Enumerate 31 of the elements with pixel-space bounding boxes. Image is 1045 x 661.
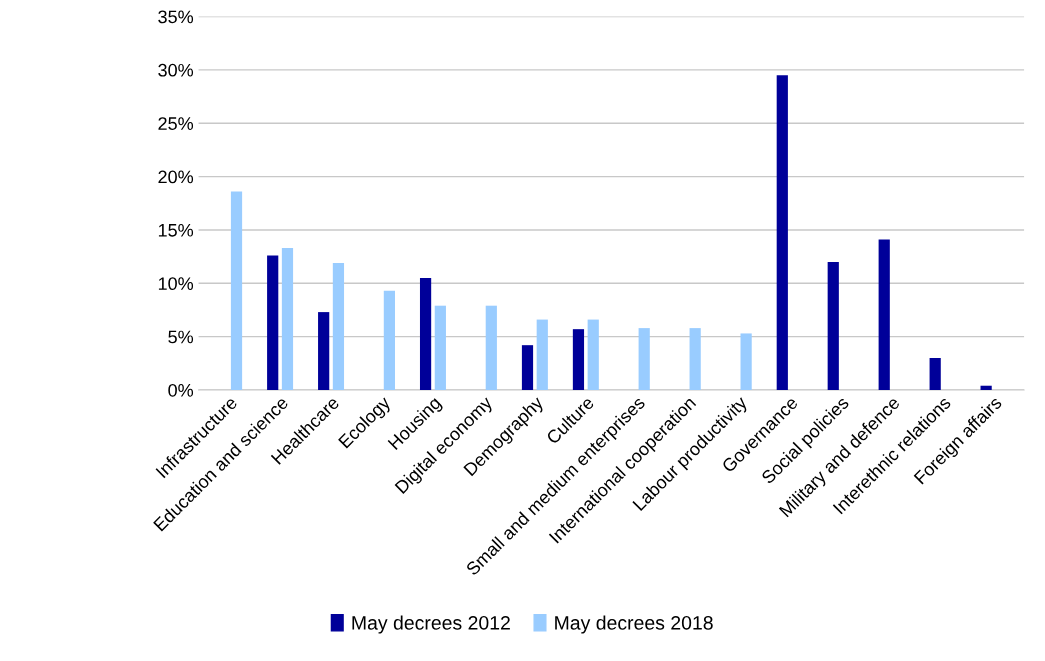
bar xyxy=(980,385,992,390)
bar xyxy=(587,319,599,390)
y-tick-label: 20% xyxy=(158,170,194,184)
bar xyxy=(434,305,446,390)
bar xyxy=(878,239,890,390)
bar xyxy=(929,357,941,390)
y-tick-label: 5% xyxy=(168,330,194,344)
bar xyxy=(689,328,701,390)
bar xyxy=(419,277,432,390)
bar xyxy=(281,248,294,390)
bar xyxy=(332,263,345,390)
y-tick-label: 30% xyxy=(158,63,194,77)
bar xyxy=(572,329,585,390)
bar xyxy=(740,333,752,390)
bar xyxy=(485,305,497,390)
y-tick-label: 15% xyxy=(158,223,194,237)
y-tick-label: 0% xyxy=(168,383,194,397)
legend-label: May decrees 2018 xyxy=(555,615,713,634)
bar xyxy=(827,261,839,390)
bar xyxy=(383,290,395,390)
y-tick-label: 25% xyxy=(158,117,194,130)
legend-label: May decrees 2012 xyxy=(352,615,510,634)
bar xyxy=(318,312,330,390)
bar xyxy=(638,328,650,390)
y-tick-label: 10% xyxy=(158,277,194,291)
bar xyxy=(267,255,279,390)
bar xyxy=(536,319,548,390)
bar xyxy=(521,345,534,390)
y-tick-label: 35% xyxy=(158,10,194,24)
bar xyxy=(230,191,243,390)
bar xyxy=(776,75,788,390)
